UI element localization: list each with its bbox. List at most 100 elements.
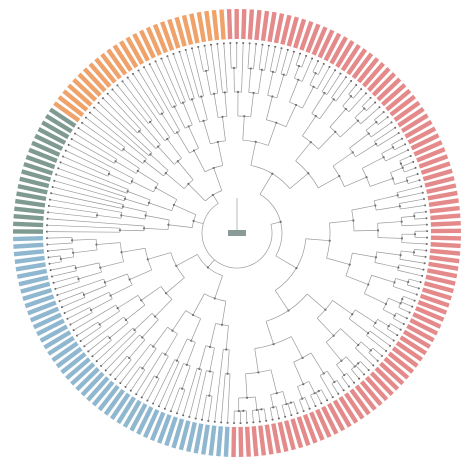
branch — [342, 96, 352, 107]
node-dot — [208, 394, 211, 397]
leaf-label — [247, 9, 255, 40]
branch — [52, 186, 124, 205]
leaf-label — [241, 9, 247, 40]
branch — [245, 373, 248, 398]
leaf-label — [211, 9, 220, 41]
branch — [295, 141, 312, 162]
leaf-label — [23, 161, 54, 176]
leaf-label — [311, 26, 328, 56]
branch — [222, 116, 226, 141]
branch — [220, 373, 226, 423]
branch-arc — [201, 203, 273, 269]
branch — [92, 339, 112, 357]
branch — [67, 307, 90, 320]
branch — [287, 403, 292, 416]
leaf-label — [116, 396, 136, 425]
leaf-label — [340, 43, 361, 72]
leaf-label — [302, 413, 318, 444]
leaf-label — [430, 235, 461, 241]
branch — [352, 252, 376, 258]
branch — [269, 46, 276, 72]
leaf-label — [429, 248, 461, 256]
leaf-label — [145, 26, 162, 56]
leaf-label — [309, 411, 325, 441]
leaf-label — [296, 416, 311, 447]
branch — [255, 396, 258, 410]
leaf-label — [391, 346, 419, 368]
branch — [253, 43, 257, 69]
branch — [414, 217, 427, 220]
leaf-label — [13, 242, 44, 249]
leaf-label — [238, 426, 244, 458]
branch — [374, 111, 384, 121]
branch — [355, 143, 377, 158]
branch — [364, 293, 387, 305]
branch — [58, 168, 128, 194]
branch — [96, 327, 134, 362]
branch — [331, 77, 347, 98]
branch — [117, 295, 139, 309]
branch — [319, 99, 335, 120]
leaf-label — [100, 52, 122, 80]
branch — [374, 194, 398, 202]
branch — [407, 284, 419, 289]
leaf-label — [55, 346, 83, 369]
leaf-label — [258, 425, 267, 456]
leaf-label — [254, 9, 262, 41]
leaf-label — [430, 220, 461, 227]
branch — [47, 218, 145, 227]
branch — [372, 347, 383, 357]
branch — [59, 291, 84, 302]
branch — [326, 73, 341, 95]
branch — [167, 138, 182, 159]
branch — [400, 301, 413, 307]
branch — [89, 112, 147, 160]
branch — [241, 43, 244, 93]
branch — [365, 121, 377, 131]
branch — [191, 99, 201, 123]
leaf-label — [204, 10, 213, 42]
leaf-label — [356, 57, 380, 84]
branch — [369, 330, 391, 347]
leaf-label — [152, 23, 168, 54]
branch — [212, 194, 219, 204]
leaf-label — [65, 357, 91, 381]
branch — [398, 307, 410, 313]
clade — [13, 236, 231, 457]
branch — [326, 370, 335, 383]
branch — [47, 248, 73, 252]
leaf-label — [346, 48, 368, 76]
node-dot — [413, 215, 416, 218]
leaf-label — [267, 11, 277, 43]
leaf-label — [17, 183, 48, 195]
leaf-label — [430, 213, 461, 221]
branch — [104, 273, 128, 283]
branch — [407, 179, 420, 184]
leaf-label — [16, 268, 48, 279]
leaf-label — [20, 281, 51, 294]
leaf-label — [402, 329, 431, 349]
leaf-label — [91, 380, 115, 407]
branch — [150, 154, 169, 171]
branch — [325, 341, 342, 362]
branch — [173, 53, 191, 101]
branch — [167, 56, 186, 102]
branch — [47, 231, 121, 233]
branch — [399, 198, 425, 204]
branch — [120, 344, 151, 384]
leaf-label — [359, 380, 383, 407]
branch — [148, 202, 172, 211]
leaf-label — [149, 411, 166, 442]
branch — [311, 92, 325, 114]
branch — [332, 152, 353, 167]
branch — [377, 132, 399, 147]
branch — [138, 70, 165, 113]
branch — [340, 328, 359, 346]
leaf-label — [226, 9, 233, 40]
node-dot — [226, 372, 229, 375]
branch — [275, 406, 280, 419]
leaf-label — [167, 18, 181, 49]
node-dot — [271, 70, 275, 74]
branch — [155, 61, 177, 106]
branch — [280, 49, 289, 75]
